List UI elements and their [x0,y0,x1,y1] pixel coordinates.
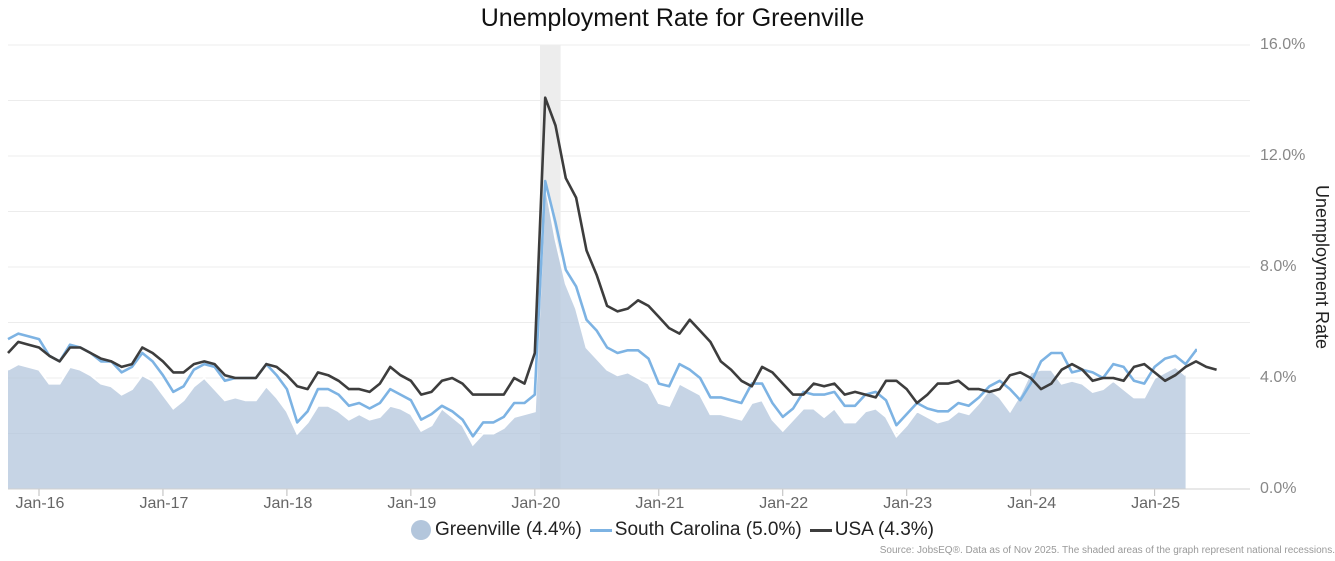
x-tick-label: Jan-17 [139,495,188,512]
y-tick-label: 0.0% [1260,480,1296,497]
x-tick-label: Jan-23 [883,495,932,512]
x-tick-label: Jan-16 [16,495,65,512]
x-tick-label: Jan-20 [511,495,560,512]
series-edge-greenville [7,183,1187,447]
legend-item-south-carolina[interactable]: South Carolina (5.0%) [589,519,802,541]
legend-item-greenville[interactable]: Greenville (4.4%) [411,519,582,541]
x-tick-label: Jan-19 [387,495,436,512]
series-line-usa [7,96,1217,405]
chart-plot: 16.0%12.0%8.0%4.0%0.0% Jan-16 Jan-17 Jan-1… [7,36,1332,512]
x-tick-label: Jan-18 [263,495,312,512]
legend-swatch-greenville [411,520,431,540]
x-tick-label: Jan-25 [1131,495,1180,512]
source-note: Source: JobsEQ®. Data as of Nov 2025. Th… [879,545,1335,556]
legend: Greenville (4.4%) South Carolina (5.0%) … [0,519,1335,541]
y-tick-label: 16.0% [1260,36,1305,53]
y-axis-label: Unemployment Rate [1312,185,1332,349]
legend-label-greenville: Greenville (4.4%) [435,519,582,540]
chart-title: Unemployment Rate for Greenville [480,4,865,32]
legend-label-usa: USA (4.3%) [834,519,934,540]
y-tick-label: 12.0% [1260,147,1305,164]
series-line-south-carolina [7,179,1198,438]
x-tick-label: Jan-24 [1007,495,1056,512]
y-tick-label: 4.0% [1260,369,1296,386]
legend-swatch-south-carolina [589,528,612,532]
y-axis-ticks: 16.0% 12.0% 8.0% 4.0% 0.0% [1260,36,1305,497]
x-axis-ticks: Jan-16 Jan-17 Jan-18 Jan-19 Jan-20 Jan-21 Jan-… [8,488,1250,512]
x-tick-label: Jan-22 [759,495,808,512]
series-area-greenville [8,183,1186,490]
y-tick-label: 8.0% [1260,258,1296,275]
x-tick-label: Jan-21 [635,495,684,512]
legend-swatch-usa [809,528,832,532]
series-layer [7,96,1217,490]
legend-item-usa[interactable]: USA (4.3%) [809,519,934,541]
legend-label-south-carolina: South Carolina (5.0%) [614,519,802,540]
